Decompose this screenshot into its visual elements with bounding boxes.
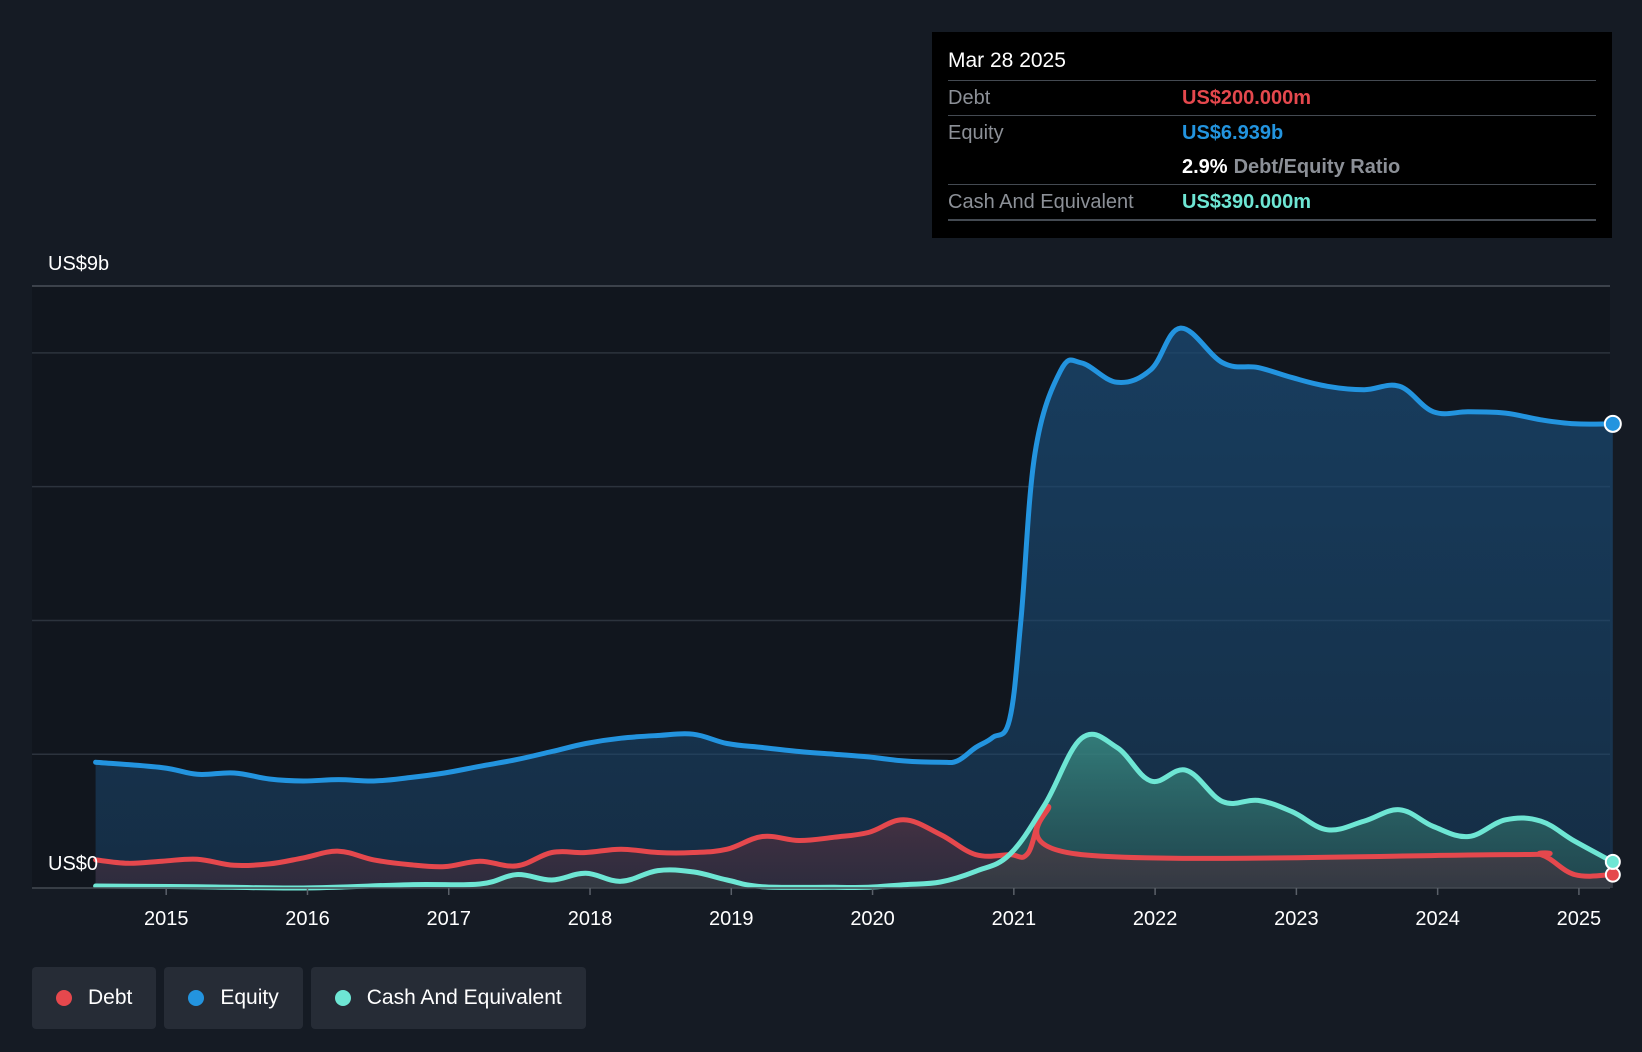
y-axis-max-label: US$9b	[48, 253, 109, 275]
chart-legend: Debt Equity Cash And Equivalent	[32, 967, 586, 1029]
x-tick-label: 2025	[1557, 908, 1602, 930]
tooltip-equity-label: Equity	[948, 122, 1004, 144]
x-tick-label: 2021	[992, 908, 1037, 930]
x-tick-label: 2018	[568, 908, 613, 930]
tooltip-cash-value: US$390.000m	[1182, 191, 1311, 213]
tooltip-equity-row: Equity US$6.939b	[948, 116, 1596, 150]
chart-area: 2015 2016 2017 2018 2019 2020 2021 2022 2023 2024…	[32, 253, 1622, 930]
legend-item-equity[interactable]: Equity	[164, 967, 303, 1029]
tooltip-ratio-label: Debt/Equity Ratio	[1233, 156, 1401, 178]
tooltip-date: Mar 28 2025	[948, 46, 1596, 81]
legend-label-equity: Equity	[220, 986, 279, 1009]
legend-label-cash: Cash And Equivalent	[366, 986, 562, 1009]
data-tooltip: Mar 28 2025 Debt US$200.000m Equity US$6…	[932, 32, 1612, 238]
legend-dot-cash	[334, 990, 351, 1006]
tooltip-ratio-value: 2.9%	[1182, 156, 1228, 178]
x-tick-label: 2022	[1133, 908, 1178, 930]
legend-dot-debt	[56, 990, 72, 1006]
cash-line	[93, 731, 1616, 891]
cash-area	[95, 734, 1613, 889]
x-tick-label: 2020	[850, 908, 895, 930]
x-tick-label: 2017	[427, 908, 472, 930]
y-axis-min-label: US$0	[48, 853, 98, 875]
equity-area	[95, 328, 1613, 888]
x-tick-label: 2016	[285, 908, 330, 930]
x-tick-label: 2015	[144, 908, 189, 930]
legend-dot-equity	[188, 990, 205, 1006]
legend-label-debt: Debt	[88, 986, 133, 1009]
tooltip-debt-row: Debt US$200.000m	[948, 81, 1596, 116]
tooltip-equity-value: US$6.939b	[1182, 122, 1284, 144]
x-axis-ticks: 2015 2016 2017 2018 2019 2020 2021 2022 2023 2024…	[144, 888, 1601, 930]
debt-line	[93, 803, 1616, 879]
tooltip-ratio-row: 2.9% Debt/Equity Ratio	[948, 150, 1596, 185]
legend-item-cash[interactable]: Cash And Equivalent	[310, 967, 586, 1029]
tooltip-debt-label: Debt	[948, 87, 991, 109]
equity-line	[93, 325, 1616, 784]
cash-endpoint-marker[interactable]	[1604, 853, 1621, 870]
legend-item-debt[interactable]: Debt	[32, 967, 157, 1029]
equity-endpoint-marker[interactable]	[1603, 414, 1622, 433]
tooltip-debt-value: US$200.000m	[1182, 87, 1311, 109]
tooltip-cash-row: Cash And Equivalent US$390.000m	[948, 185, 1596, 221]
x-tick-label: 2024	[1415, 908, 1460, 930]
x-tick-label: 2023	[1274, 908, 1319, 930]
debt-area	[95, 806, 1613, 888]
tooltip-cash-label: Cash And Equivalent	[948, 191, 1134, 213]
x-tick-label: 2019	[709, 908, 754, 930]
